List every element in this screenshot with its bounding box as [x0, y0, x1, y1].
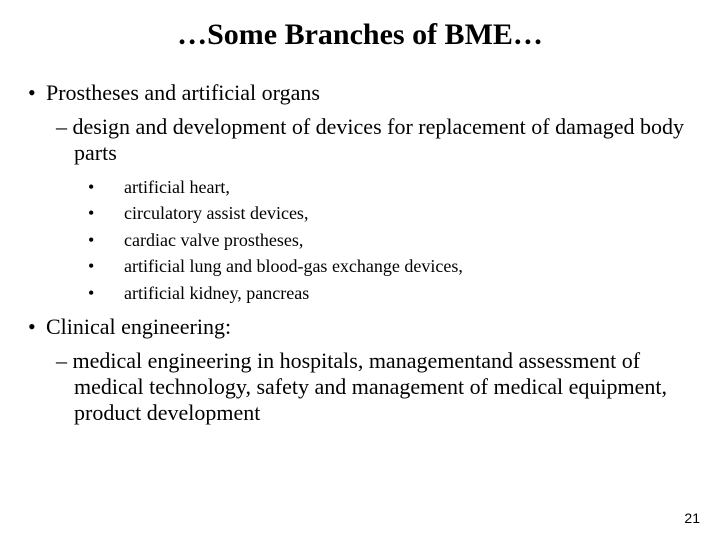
page-number: 21	[684, 510, 700, 526]
bullet-icon: •	[28, 80, 46, 106]
bullet-icon: •	[106, 176, 124, 199]
list-item-text: cardiac valve prostheses,	[124, 230, 303, 250]
list-item: •artificial heart,	[106, 176, 692, 199]
list-item-text: artificial lung and blood-gas exchange d…	[124, 256, 463, 276]
bullet-icon: •	[106, 229, 124, 252]
bullet-icon: •	[106, 282, 124, 305]
list-item-text: circulatory assist devices,	[124, 203, 308, 223]
list-item: •circulatory assist devices,	[106, 202, 692, 225]
slide-title: …Some Branches of BME…	[28, 18, 692, 52]
list-item: •artificial lung and blood-gas exchange …	[106, 255, 692, 278]
list-item-text: artificial heart,	[124, 177, 230, 197]
section-sub-text: design and development of devices for re…	[73, 114, 685, 165]
section-heading-text: Clinical engineering:	[46, 314, 231, 339]
list-item: •cardiac valve prostheses,	[106, 229, 692, 252]
section-sub-text: medical engineering in hospitals, manage…	[73, 348, 667, 425]
list-item-text: artificial kidney, pancreas	[124, 283, 309, 303]
bullet-icon: •	[28, 314, 46, 340]
list-item: •artificial kidney, pancreas	[106, 282, 692, 305]
section-sub: – medical engineering in hospitals, mana…	[56, 348, 692, 426]
section-sub: – design and development of devices for …	[56, 114, 692, 166]
section-heading: •Prostheses and artificial organs	[28, 80, 692, 106]
section-heading: •Clinical engineering:	[28, 314, 692, 340]
section-heading-text: Prostheses and artificial organs	[46, 80, 320, 105]
bullet-icon: •	[106, 255, 124, 278]
bullet-icon: •	[106, 202, 124, 225]
